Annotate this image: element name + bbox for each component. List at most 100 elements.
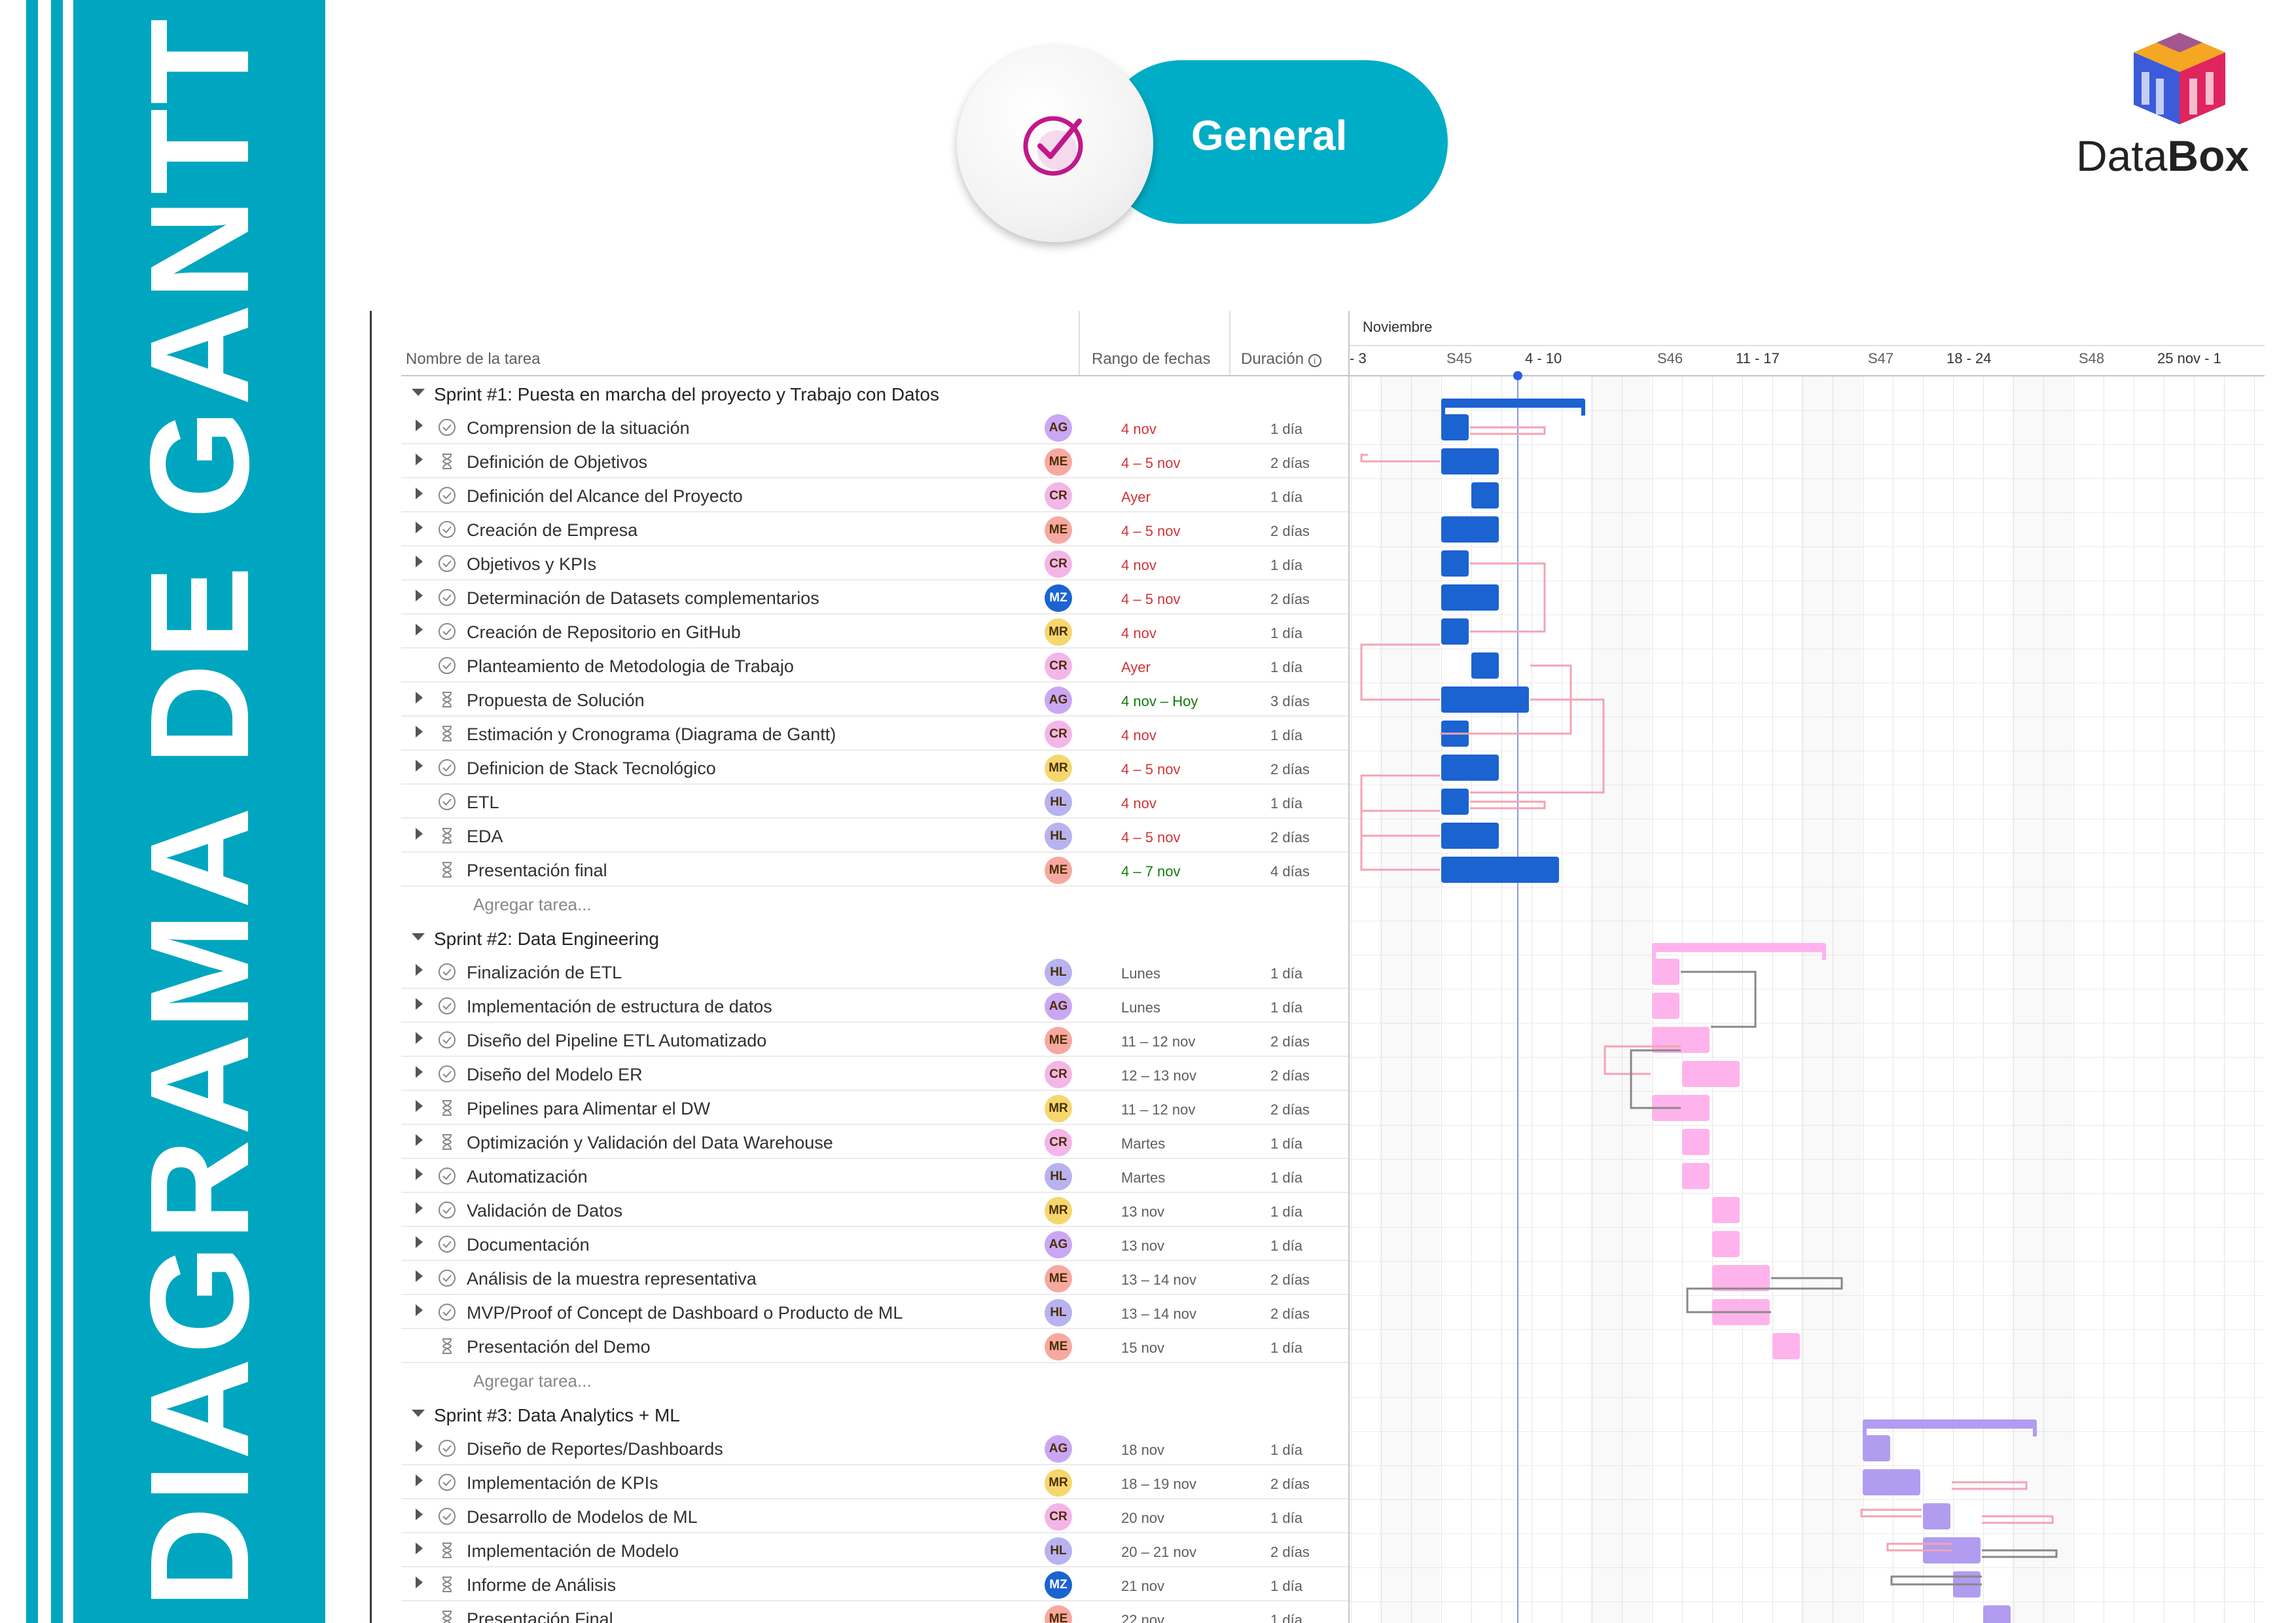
assignee-avatar[interactable]: MR (1045, 1469, 1072, 1497)
complete-circle-icon[interactable] (437, 418, 457, 437)
task-name[interactable]: Automatización (467, 1167, 588, 1187)
task-date-range[interactable]: 4 nov (1121, 727, 1157, 744)
task-row[interactable]: Propuesta de Solución AG 4 nov – Hoy 3 días (401, 683, 1350, 717)
expand-caret-icon[interactable] (416, 1236, 423, 1248)
dependency-link[interactable] (1892, 1577, 1982, 1584)
task-date-range[interactable]: 4 nov – Hoy (1121, 693, 1198, 710)
expand-caret-icon[interactable] (416, 1100, 423, 1112)
assignee-avatar[interactable]: HL (1045, 823, 1072, 850)
task-name[interactable]: Propuesta de Solución (467, 690, 645, 711)
hourglass-icon[interactable] (437, 1132, 457, 1152)
assignee-avatar[interactable]: MR (1045, 1095, 1072, 1122)
assignee-avatar[interactable]: CR (1045, 550, 1072, 578)
task-row[interactable]: Definición de Objetivos ME 4 – 5 nov 2 días (401, 444, 1350, 478)
expand-caret-icon[interactable] (416, 624, 423, 635)
dependency-link[interactable] (1952, 1482, 2026, 1489)
task-duration[interactable]: 1 día (1270, 625, 1302, 642)
task-row[interactable]: Desarrollo de Modelos de ML CR 20 nov 1 día (401, 1499, 1350, 1533)
task-row[interactable]: Estimación y Cronograma (Diagrama de Gan… (401, 717, 1350, 751)
dependency-link[interactable] (1982, 1550, 2056, 1557)
task-duration[interactable]: 1 día (1270, 557, 1302, 574)
complete-circle-icon[interactable] (437, 1064, 457, 1084)
task-date-range[interactable]: 13 nov (1121, 1204, 1164, 1221)
assignee-avatar[interactable]: MZ (1045, 1571, 1072, 1599)
task-name[interactable]: Desarrollo de Modelos de ML (467, 1507, 698, 1527)
task-name[interactable]: Diseño de Reportes/Dashboards (467, 1439, 723, 1459)
task-date-range[interactable]: 4 – 5 nov (1121, 523, 1181, 540)
assignee-avatar[interactable]: HL (1045, 789, 1072, 816)
task-name[interactable]: Documentación (467, 1235, 590, 1255)
task-date-range[interactable]: 22 nov (1121, 1612, 1164, 1623)
task-duration[interactable]: 2 días (1270, 1101, 1310, 1118)
task-duration[interactable]: 2 días (1270, 1033, 1310, 1050)
task-row[interactable]: Creación de Empresa ME 4 – 5 nov 2 días (401, 512, 1350, 546)
task-name[interactable]: Implementación de Modelo (467, 1541, 679, 1561)
expand-caret-icon[interactable] (416, 1304, 423, 1316)
assignee-avatar[interactable]: CR (1045, 1503, 1072, 1531)
task-date-range[interactable]: 13 – 14 nov (1121, 1272, 1196, 1289)
task-name[interactable]: Comprension de la situación (467, 418, 690, 438)
task-name[interactable]: Objetivos y KPIs (467, 554, 596, 575)
task-duration[interactable]: 4 días (1270, 863, 1310, 880)
assignee-avatar[interactable]: ME (1045, 448, 1072, 476)
task-row[interactable]: Presentación Final ME 22 nov 1 día (401, 1601, 1350, 1623)
complete-circle-icon[interactable] (437, 1030, 457, 1050)
complete-circle-icon[interactable] (437, 1507, 457, 1526)
hourglass-icon[interactable] (437, 724, 457, 743)
task-name[interactable]: Presentación del Demo (467, 1337, 651, 1357)
task-date-range[interactable]: Ayer (1121, 489, 1151, 506)
assignee-avatar[interactable]: CR (1045, 721, 1072, 748)
task-row[interactable]: Finalización de ETL HL Lunes 1 día (401, 955, 1350, 989)
expand-caret-icon[interactable] (416, 590, 423, 601)
task-name[interactable]: MVP/Proof of Concept de Dashboard o Prod… (467, 1303, 903, 1323)
expand-caret-icon[interactable] (416, 828, 423, 840)
task-name[interactable]: EDA (467, 827, 503, 847)
task-duration[interactable]: 1 día (1270, 1169, 1302, 1186)
task-name[interactable]: Presentación Final (467, 1609, 613, 1623)
task-name[interactable]: Creación de Empresa (467, 520, 637, 541)
dependency-link[interactable] (1361, 645, 1440, 700)
task-row[interactable]: Creación de Repositorio en GitHub MR 4 nov… (401, 615, 1350, 649)
task-duration[interactable]: 2 días (1270, 1476, 1310, 1493)
task-duration[interactable]: 2 días (1270, 1306, 1310, 1323)
task-row[interactable]: Documentación AG 13 nov 1 día (401, 1227, 1350, 1261)
expand-caret-icon[interactable] (416, 522, 423, 533)
task-duration[interactable]: 1 día (1270, 1135, 1302, 1152)
task-date-range[interactable]: 4 nov (1121, 557, 1157, 574)
expand-caret-icon[interactable] (416, 1032, 423, 1044)
task-name[interactable]: Creación de Repositorio en GitHub (467, 622, 741, 643)
expand-caret-icon[interactable] (416, 1440, 423, 1452)
expand-caret-icon[interactable] (416, 1543, 423, 1554)
assignee-avatar[interactable]: HL (1045, 1537, 1072, 1565)
complete-circle-icon[interactable] (437, 656, 457, 675)
task-duration[interactable]: 1 día (1270, 965, 1302, 982)
assignee-avatar[interactable]: AG (1045, 687, 1072, 714)
complete-circle-icon[interactable] (437, 1234, 457, 1254)
task-date-range[interactable]: 20 nov (1121, 1510, 1164, 1527)
task-name[interactable]: Informe de Análisis (467, 1575, 616, 1596)
task-date-range[interactable]: 18 – 19 nov (1121, 1476, 1196, 1493)
dependency-link[interactable] (1470, 700, 1604, 793)
collapse-caret-icon[interactable] (412, 389, 425, 396)
expand-caret-icon[interactable] (416, 1066, 423, 1078)
assignee-avatar[interactable]: ME (1045, 516, 1072, 544)
task-date-range[interactable]: 4 – 7 nov (1121, 863, 1181, 880)
hourglass-icon[interactable] (437, 690, 457, 709)
task-duration[interactable]: 1 día (1270, 1442, 1302, 1459)
assignee-avatar[interactable]: CR (1045, 1061, 1072, 1088)
task-date-range[interactable]: Martes (1121, 1169, 1165, 1186)
task-row[interactable]: Presentación final ME 4 – 7 nov 4 días (401, 853, 1350, 887)
task-duration[interactable]: 1 día (1270, 1238, 1302, 1255)
assignee-avatar[interactable]: AG (1045, 993, 1072, 1020)
expand-caret-icon[interactable] (416, 760, 423, 772)
assignee-avatar[interactable]: ME (1045, 1333, 1072, 1361)
sprint-group-header[interactable]: Sprint #3: Data Analytics + ML (401, 1397, 1350, 1431)
task-name[interactable]: Definición de Objetivos (467, 452, 647, 473)
task-row[interactable]: Planteamiento de Metodologia de Trabajo C… (401, 649, 1350, 683)
collapse-caret-icon[interactable] (412, 933, 425, 940)
task-duration[interactable]: 2 días (1270, 761, 1310, 778)
task-name[interactable]: Validación de Datos (467, 1201, 622, 1221)
header-date-range[interactable]: Rango de fechas (1092, 350, 1210, 368)
add-task-link[interactable]: Agregar tarea... (473, 895, 592, 915)
task-row[interactable]: Implementación de KPIs MR 18 – 19 nov 2 día… (401, 1465, 1350, 1499)
